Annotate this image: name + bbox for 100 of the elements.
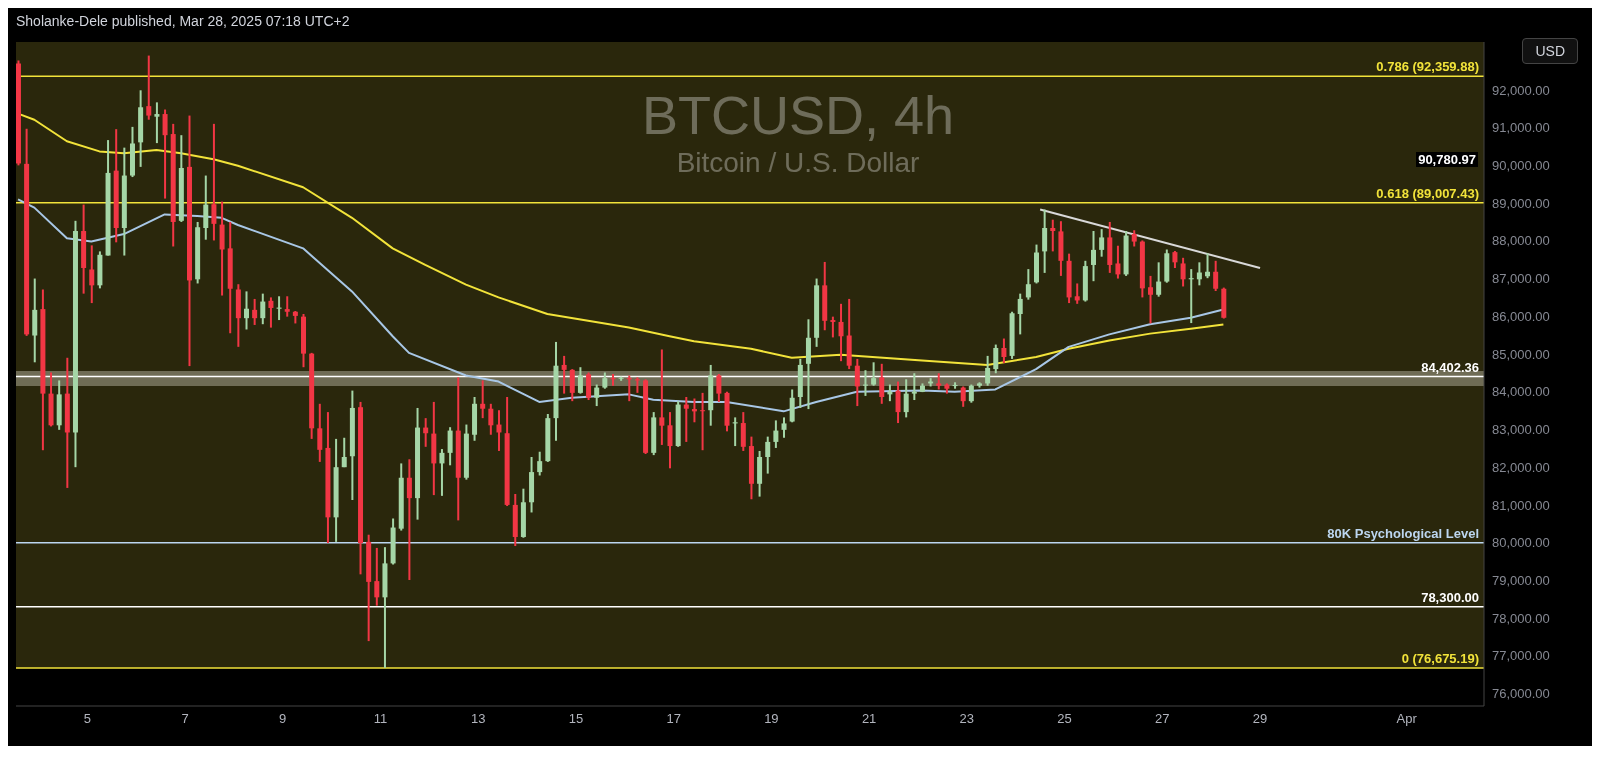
annotation: 90,780.97 <box>1416 152 1478 167</box>
y-tick-label: 83,000.00 <box>1492 422 1550 438</box>
candlestick <box>1042 208 1048 274</box>
y-tick-label: 78,000.00 <box>1492 610 1550 626</box>
y-tick-label: 85,000.00 <box>1492 346 1550 362</box>
ref-line-label: 84,402.36 <box>1421 359 1479 375</box>
y-tick-label: 77,000.00 <box>1492 648 1550 664</box>
text: Bitcoin / U.S. Dollar <box>675 146 921 180</box>
candlestick <box>439 448 445 497</box>
candlestick <box>985 354 991 387</box>
candlestick <box>960 385 966 408</box>
candlestick <box>203 174 209 241</box>
ref-line-label: 0 (76,675.19) <box>1401 651 1479 667</box>
candlestick <box>154 101 160 145</box>
candlestick <box>577 366 583 395</box>
candlestick <box>838 302 844 363</box>
y-tick-label: 87,000.00 <box>1492 271 1550 287</box>
candlestick <box>911 372 917 402</box>
candlestick <box>374 546 380 607</box>
x-tick-label: 9 <box>279 711 287 727</box>
candlestick <box>89 244 95 305</box>
candlestick <box>691 397 697 424</box>
candlestick <box>561 354 567 395</box>
candlestick <box>1074 282 1080 305</box>
candlestick <box>879 362 885 405</box>
candlestick <box>968 383 974 404</box>
candlestick <box>773 419 779 449</box>
x-tick-label: 25 <box>1057 711 1072 727</box>
candlestick <box>993 343 999 375</box>
candlestick <box>895 380 901 425</box>
candlestick <box>789 388 795 424</box>
candlestick <box>854 357 860 408</box>
candlestick <box>659 348 665 446</box>
candlestick <box>252 297 258 326</box>
candlestick <box>537 450 543 477</box>
candlestick <box>903 378 909 419</box>
candlestick <box>765 435 771 475</box>
candlestick <box>317 402 323 463</box>
ref-line-label: 78,300.00 <box>1421 589 1479 605</box>
candlestick <box>480 379 486 420</box>
candlestick <box>1025 268 1031 301</box>
x-tick-label: 5 <box>83 711 91 727</box>
ref-line-label: 0.786 (92,359.88) <box>1376 59 1479 75</box>
y-tick-label: 91,000.00 <box>1492 120 1550 136</box>
candlestick <box>488 402 494 436</box>
candlestick <box>447 426 453 467</box>
ref-line-label: 80K Psychological Level <box>1327 525 1479 541</box>
candlestick <box>683 396 689 443</box>
candlestick <box>1017 292 1023 336</box>
x-tick-label: Apr <box>1396 711 1418 727</box>
x-tick-label: 19 <box>764 711 779 727</box>
candlestick <box>1156 261 1162 298</box>
y-tick-label: 88,000.00 <box>1492 233 1550 249</box>
x-tick-label: 11 <box>373 711 388 727</box>
y-tick-label: 80,000.00 <box>1492 535 1550 551</box>
x-tick-label: 21 <box>861 711 877 727</box>
x-tick-label: 23 <box>959 711 975 727</box>
candlestick <box>1180 256 1186 288</box>
candlestick <box>667 411 673 470</box>
x-tick-label: 15 <box>568 711 584 727</box>
candlestick <box>1050 218 1056 253</box>
y-tick-label: 89,000.00 <box>1492 195 1550 211</box>
candlestick <box>781 416 787 439</box>
y-tick-label: 90,000.00 <box>1492 157 1550 173</box>
candlestick <box>700 391 706 452</box>
ref-line-label: 0.618 (89,007.43) <box>1376 185 1479 201</box>
x-tick-label: 7 <box>181 711 189 727</box>
candlestick <box>1001 337 1007 365</box>
x-tick-label: 13 <box>470 711 486 727</box>
candlestick <box>406 458 412 581</box>
candlestick <box>244 290 249 331</box>
candlestick <box>268 296 274 329</box>
text: BTCUSD, 4h <box>640 84 956 146</box>
candlestick <box>1099 228 1105 258</box>
candlestick <box>1091 230 1096 283</box>
candlestick <box>716 373 722 403</box>
candlestick <box>146 54 152 121</box>
candlestick <box>569 368 575 403</box>
candlestick <box>260 292 266 326</box>
candlestick <box>1213 259 1219 292</box>
x-tick-label: 27 <box>1155 711 1170 727</box>
y-tick-label: 84,000.00 <box>1492 384 1550 400</box>
text: Sholanke-Dele published, Mar 28, 2025 07:18 UTC+2 <box>16 13 350 29</box>
candlestick <box>341 436 347 469</box>
candlestick <box>1148 274 1154 325</box>
candlestick <box>211 122 217 242</box>
candlestick <box>586 371 592 402</box>
y-tick-label: 76,000.00 <box>1492 686 1550 702</box>
x-tick-label: 29 <box>1252 711 1268 727</box>
y-tick-label: 92,000.00 <box>1492 82 1550 98</box>
candlestick <box>284 295 290 318</box>
y-tick-label: 86,000.00 <box>1492 308 1550 324</box>
candlestick <box>1115 244 1121 280</box>
y-axis-title: USD <box>1522 38 1578 64</box>
x-tick-label: 17 <box>666 711 681 727</box>
y-tick-label: 82,000.00 <box>1492 459 1550 475</box>
candlestick <box>162 108 168 200</box>
candlestick <box>594 383 600 408</box>
y-tick-label: 81,000.00 <box>1492 497 1550 513</box>
candlestick <box>871 361 877 387</box>
